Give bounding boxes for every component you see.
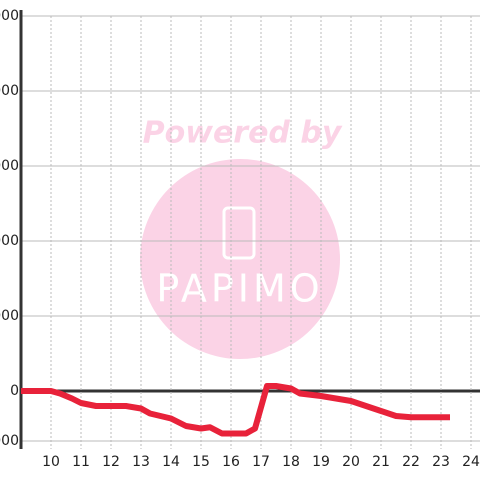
- y-tick-label: 120,000: [0, 83, 19, 99]
- y-tick-label: 90,000: [0, 158, 19, 174]
- x-tick-label: 24: [462, 454, 480, 470]
- x-tick-label: 20: [342, 454, 360, 470]
- y-tick-label: -20,000: [0, 433, 19, 449]
- x-tick-label: 22: [402, 454, 420, 470]
- y-tick-label: 60,000: [0, 233, 19, 249]
- y-tick-label: 30,000: [0, 308, 19, 324]
- x-tick-label: 15: [192, 454, 210, 470]
- y-tick-label: 150,000: [0, 8, 19, 24]
- x-tick-label: 13: [132, 454, 150, 470]
- x-tick-label: 23: [432, 454, 450, 470]
- x-tick-label: 21: [372, 454, 390, 470]
- y-tick-label: 0: [10, 383, 19, 399]
- watermark: Powered by PAPIMO: [140, 116, 343, 359]
- data-line: [21, 383, 450, 437]
- x-tick-label: 17: [252, 454, 270, 470]
- watermark-top: Powered by: [143, 116, 343, 151]
- watermark-icon: [222, 206, 256, 260]
- watermark-brand: PAPIMO: [156, 267, 323, 311]
- x-tick-label: 14: [162, 454, 180, 470]
- x-tick-label: 16: [222, 454, 240, 470]
- x-tick-label: 10: [42, 454, 60, 470]
- x-tick-label: 18: [282, 454, 300, 470]
- x-tick-label: 12: [102, 454, 120, 470]
- x-tick-label: 11: [72, 454, 90, 470]
- x-tick-label: 19: [312, 454, 330, 470]
